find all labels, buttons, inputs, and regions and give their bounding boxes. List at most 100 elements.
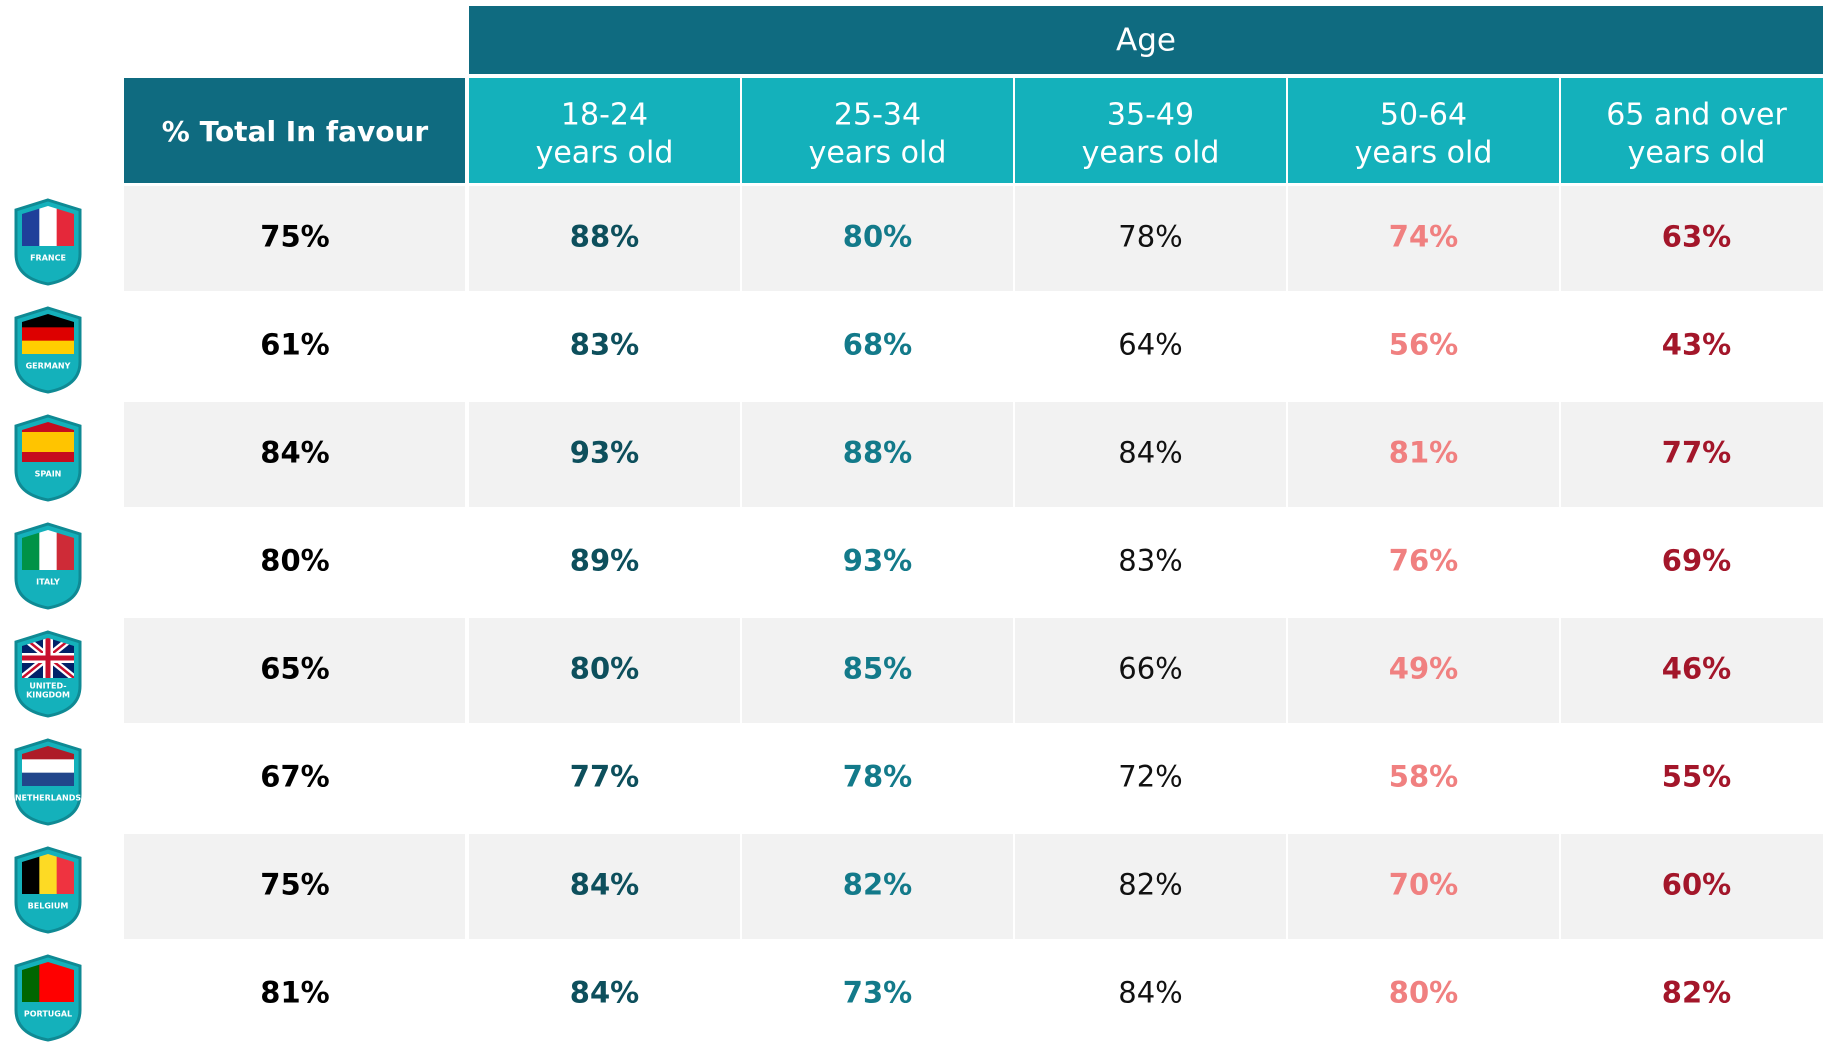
flag-stripe [39,530,58,570]
cell-bg [742,834,1013,939]
total-header-bg [124,78,465,183]
cell-bg [1288,834,1559,939]
row-bg [124,402,465,507]
cell-bg [1561,186,1823,291]
cell-bg [469,402,740,507]
total-value: 81% [260,976,329,1010]
cell-value: 46% [1662,652,1731,686]
total-value: 84% [260,436,329,470]
cell-value: 80% [570,652,639,686]
column-header: 65 and over [1606,98,1787,133]
cell-value: 77% [570,760,639,794]
flag-stripe [39,962,58,1002]
cell-bg [1561,294,1823,399]
country-label: ITALY [36,578,60,587]
cell-value: 85% [843,652,912,686]
cell-bg [1288,618,1559,723]
cell-value: 74% [1389,220,1458,254]
group-header-bg [469,6,1823,74]
cell-value: 55% [1662,760,1731,794]
flag-stripe [22,340,74,354]
flag-stripe [39,854,58,894]
flag [22,206,74,246]
country-badge: FRANCE [14,198,82,286]
cell-bg [1561,402,1823,507]
cell-bg [1288,186,1559,291]
cell-value: 64% [1118,328,1182,362]
total-value: 61% [260,328,329,362]
cell-value: 88% [570,220,639,254]
cell-bg [742,402,1013,507]
cell-value: 89% [570,544,639,578]
cell-bg [469,942,740,1043]
total-value: 75% [260,220,329,254]
country-label: GERMANY [26,362,71,371]
cell-bg [1015,618,1286,723]
cell-value: 81% [1389,436,1458,470]
cell-value: 80% [1389,976,1458,1010]
cell-bg [1561,942,1823,1043]
cell-bg [1288,402,1559,507]
flag [22,746,74,786]
country-badge: UNITED-KINGDOM [14,630,82,718]
country-badge: GERMANY [14,306,82,394]
column-header: years old [809,136,947,171]
country-badge: SPAIN [14,414,82,502]
cell-value: 63% [1662,220,1731,254]
cell-bg [469,726,740,831]
country-label: SPAIN [35,470,62,479]
country-badge: PORTUGAL [14,954,82,1042]
cell-value: 82% [1662,976,1731,1010]
cell-bg [742,942,1013,1043]
flag-stripe [22,962,40,1002]
cell-bg [742,186,1013,291]
country-label: FRANCE [30,254,66,263]
flag-stripe [22,854,40,894]
country-label: NETHERLANDS [15,794,82,803]
cell-bg [1561,834,1823,939]
cell-bg [1288,726,1559,831]
row-bg [124,510,465,615]
cell-bg [1015,834,1286,939]
country-label: BELGIUM [28,902,69,911]
cell-bg [1288,942,1559,1043]
flag-stripe [22,327,74,342]
cell-value: 78% [843,760,912,794]
flag-stripe [22,422,74,433]
cell-value: 70% [1389,868,1458,902]
cell-bg [1015,726,1286,831]
row-bg [124,294,465,399]
cell-value: 82% [1118,868,1182,902]
cell-value: 93% [570,436,639,470]
column-header: years old [1628,136,1766,171]
country-label: UNITED- [29,682,66,691]
cell-bg [469,834,740,939]
cell-bg [742,294,1013,399]
cell-bg [1015,294,1286,399]
flag [22,962,74,1002]
column-header: years old [1355,136,1493,171]
cell-bg [1561,726,1823,831]
flag-stripe [22,442,74,453]
total-value: 67% [260,760,329,794]
total-value: 65% [260,652,329,686]
cell-value: 43% [1662,328,1731,362]
column-header-bg [469,78,740,183]
cell-bg [469,294,740,399]
cell-bg [469,186,740,291]
country-badge: NETHERLANDS [14,738,82,826]
flag [22,422,74,462]
flag-stripe [39,206,58,246]
cell-value: 60% [1662,868,1731,902]
flag-stripe [22,432,74,443]
cell-bg [469,618,740,723]
column-header-bg [1015,78,1286,183]
column-header-bg [1288,78,1559,183]
flag [22,854,74,894]
country-badge: ITALY [14,522,82,610]
cell-value: 83% [1118,544,1182,578]
cell-value: 76% [1389,544,1458,578]
cell-value: 49% [1389,652,1458,686]
column-header: 18-24 [561,98,648,133]
